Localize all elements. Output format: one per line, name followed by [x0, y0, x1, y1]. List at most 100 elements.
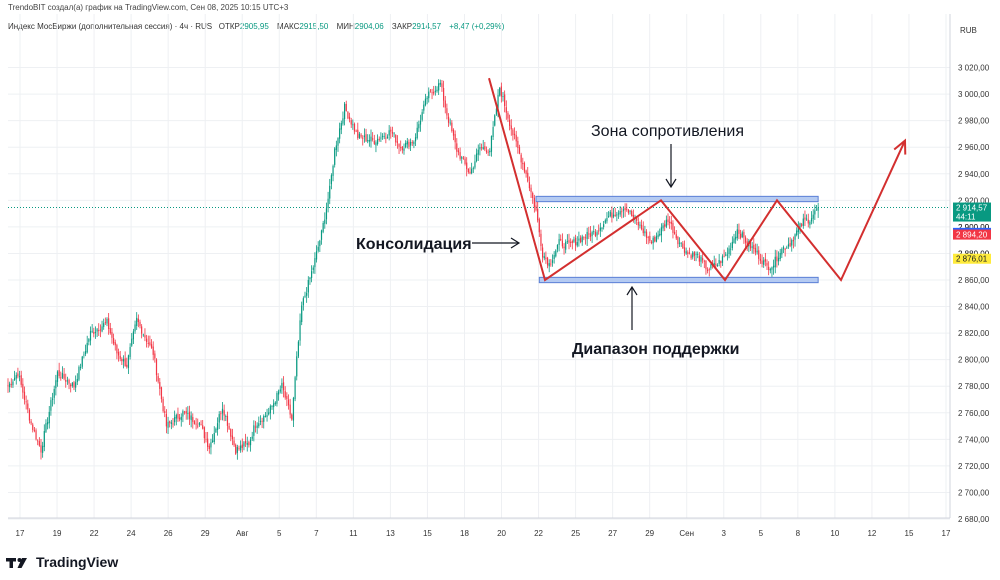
- candle-body: [81, 356, 83, 367]
- candle-body: [55, 380, 57, 389]
- price-tick-label: 2 800,00: [958, 356, 990, 365]
- candle-body: [540, 233, 542, 247]
- candle-body: [461, 157, 463, 159]
- price-axis[interactable]: RUB 2 680,00 2 700,00 2 720,00 2 740,00 2 760…: [949, 14, 991, 524]
- candle-body: [667, 219, 669, 223]
- candle-body: [698, 255, 700, 262]
- candle-body: [695, 254, 697, 255]
- candle-body: [360, 134, 362, 137]
- candle-body: [802, 218, 804, 226]
- candle-body: [203, 427, 205, 439]
- tradingview-logo-icon: [6, 558, 27, 568]
- candle-body: [707, 269, 709, 271]
- candle-body: [131, 338, 133, 346]
- candle-body: [764, 258, 766, 262]
- candle-body: [815, 209, 818, 211]
- price-tick-label: 2 860,00: [958, 276, 990, 285]
- price-tick-label: 2 760,00: [958, 409, 990, 418]
- candle-body: [141, 326, 143, 334]
- candle-body: [157, 376, 159, 382]
- candle-body: [268, 412, 270, 415]
- candle-body: [495, 108, 497, 115]
- candle-body: [235, 444, 237, 454]
- candle-body: [263, 415, 265, 422]
- candle-body: [33, 429, 35, 431]
- candle-body: [675, 234, 677, 239]
- candle-body: [619, 211, 621, 215]
- candle-body: [124, 358, 126, 366]
- candle-body: [532, 193, 534, 199]
- support-arrow-head: [626, 285, 638, 296]
- candle-body: [223, 410, 225, 416]
- time-axis[interactable]: 17 19 22 24 26 29 Авг 5 7 11 13 15 18 20 22 25 27 29 Сен 3 5…: [8, 517, 951, 538]
- candle-body: [441, 83, 443, 88]
- candle-body: [581, 236, 583, 243]
- candle-body: [106, 318, 108, 324]
- candle-body: [746, 241, 748, 245]
- candle-body: [365, 134, 367, 142]
- ohlc-high-label: МАКС: [277, 22, 300, 31]
- candle-body: [311, 271, 313, 278]
- candle-body: [690, 255, 692, 259]
- candle-body: [715, 263, 717, 266]
- candle-body: [185, 411, 187, 414]
- candle-body: [490, 136, 493, 152]
- candle-body: [187, 413, 189, 414]
- candle-body: [410, 141, 412, 146]
- candle-body: [202, 425, 204, 429]
- candle-body: [809, 221, 811, 225]
- candle-body: [192, 417, 194, 422]
- candle-body: [616, 214, 618, 216]
- time-tick-label: 17: [942, 529, 951, 538]
- candle-body: [509, 119, 511, 126]
- candle-body: [246, 443, 248, 445]
- candle-body: [543, 256, 545, 259]
- candle-body: [708, 269, 710, 271]
- candle-body: [612, 214, 615, 217]
- candle-body: [281, 382, 283, 389]
- candle-body: [301, 305, 303, 323]
- candle-body: [96, 329, 98, 332]
- candle-body: [61, 373, 64, 378]
- time-tick-label: 26: [164, 529, 173, 538]
- candle-body: [388, 130, 390, 136]
- candle-body: [357, 129, 359, 139]
- candle-body: [754, 247, 757, 253]
- candle-body: [48, 411, 50, 424]
- candle-body: [88, 339, 90, 342]
- candle-body: [375, 142, 377, 146]
- candle-body: [472, 167, 474, 169]
- time-tick-label: 20: [497, 529, 506, 538]
- candle-body: [758, 250, 760, 259]
- candle-body: [568, 240, 570, 243]
- candle-body: [482, 147, 484, 150]
- candle-body: [548, 263, 550, 267]
- candle-body: [291, 414, 293, 420]
- candle-body: [197, 425, 199, 427]
- candle-body: [335, 145, 337, 150]
- candle-body: [631, 211, 633, 216]
- candle-body: [522, 162, 524, 165]
- candle-body: [817, 207, 819, 211]
- candle-body: [117, 352, 120, 356]
- candle-body: [221, 408, 224, 414]
- candle-body: [414, 137, 417, 142]
- candle-body: [84, 351, 87, 355]
- candle-body: [674, 231, 676, 234]
- candle-body: [485, 150, 488, 153]
- candle-body: [672, 223, 674, 233]
- candle-body: [545, 257, 547, 260]
- candle-body: [718, 259, 720, 264]
- price-badge: [953, 202, 991, 222]
- time-tick-label: 24: [127, 529, 136, 538]
- time-tick-label: Авг: [236, 529, 249, 538]
- candle-body: [396, 141, 398, 143]
- candle-body: [332, 165, 334, 176]
- candle-body: [624, 207, 626, 211]
- symbol-name[interactable]: Индекс МосБиржи (дополнительная сессия) …: [8, 22, 213, 31]
- candle-body: [692, 252, 694, 258]
- candle-body: [198, 423, 200, 425]
- candle-body: [565, 241, 567, 250]
- candle-body: [467, 168, 469, 173]
